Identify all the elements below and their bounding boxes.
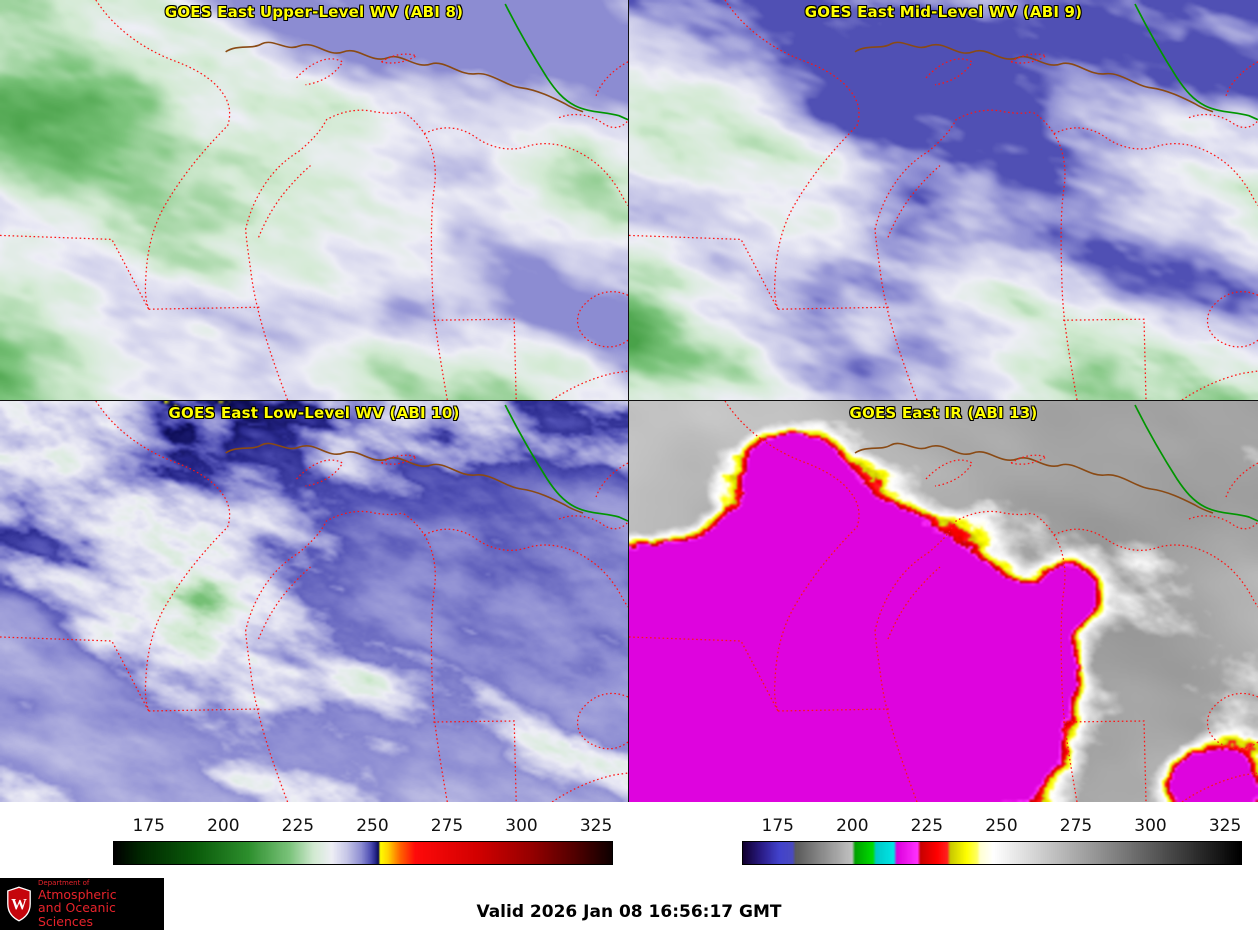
logo-text: Department of Atmospheric and Oceanic Sc… [38,878,159,929]
colorbar-tick-label: 225 [910,816,944,836]
panel-title: GOES East Low-Level WV (ABI 10) [168,404,460,422]
panel-title: GOES East Upper-Level WV (ABI 8) [164,3,464,21]
map-overlay [629,0,1258,400]
uw-crest-icon: W [7,886,31,922]
panel-title: GOES East Mid-Level WV (ABI 9) [804,3,1083,21]
colorbar-wv-ticks: 175 200 225 250 275 300 325 [113,814,613,841]
panel-grid: GOES East Upper-Level WV (ABI 8) GOES Ea… [0,0,1258,802]
logo-atmospheric-line: Atmospheric [38,886,117,902]
panel-upper-level-wv: GOES East Upper-Level WV (ABI 8) [0,0,629,401]
footer: W Department of Atmospheric and Oceanic … [0,868,1258,930]
colorbar-tick-label: 275 [1059,816,1093,836]
satellite-image-ir [629,401,1258,802]
valid-time-label: Valid 2026 Jan 08 16:56:17 GMT [476,902,782,922]
colorbar-ir-gradient [742,841,1242,865]
colorbar-tick-label: 275 [430,816,464,836]
colorbar-tick-label: 250 [356,816,389,836]
colorbar-tick-label: 300 [505,816,538,836]
colorbar-tick-label: 200 [207,816,240,836]
panel-title: GOES East IR (ABI 13) [849,404,1038,422]
colorbar-tick-label: 250 [985,816,1018,836]
colorbar-ir: 175 200 225 250 275 300 325 [629,802,1258,868]
colorbar-tick-label: 175 [132,816,166,836]
map-overlay [0,401,628,802]
map-overlay [0,0,628,400]
panel-low-level-wv: GOES East Low-Level WV (ABI 10) [0,401,629,802]
satellite-image-upper-level-wv [0,0,628,400]
legend-row: 175 200 225 250 275 300 325 175 200 225 250 275 300… [0,802,1258,868]
colorbar-tick-label: 325 [579,816,613,836]
colorbar-tick-label: 175 [761,816,795,836]
satellite-image-mid-level-wv [629,0,1258,400]
panel-ir: GOES East IR (ABI 13) [629,401,1258,802]
uw-aos-logo: W Department of Atmospheric and Oceanic … [0,878,164,930]
colorbar-tick-label: 200 [836,816,869,836]
colorbar-wv-gradient [113,841,613,865]
logo-department-line: Department of [38,878,90,887]
logo-oceanic-line: and Oceanic Sciences [38,900,116,929]
panel-mid-level-wv: GOES East Mid-Level WV (ABI 9) [629,0,1258,401]
crest-letter: W [11,897,27,914]
satellite-image-low-level-wv [0,401,628,802]
map-overlay [629,401,1258,802]
colorbar-ir-ticks: 175 200 225 250 275 300 325 [742,814,1242,841]
colorbar-tick-label: 300 [1134,816,1167,836]
colorbar-tick-label: 225 [281,816,315,836]
colorbar-wv: 175 200 225 250 275 300 325 [0,802,629,868]
colorbar-tick-label: 325 [1208,816,1242,836]
